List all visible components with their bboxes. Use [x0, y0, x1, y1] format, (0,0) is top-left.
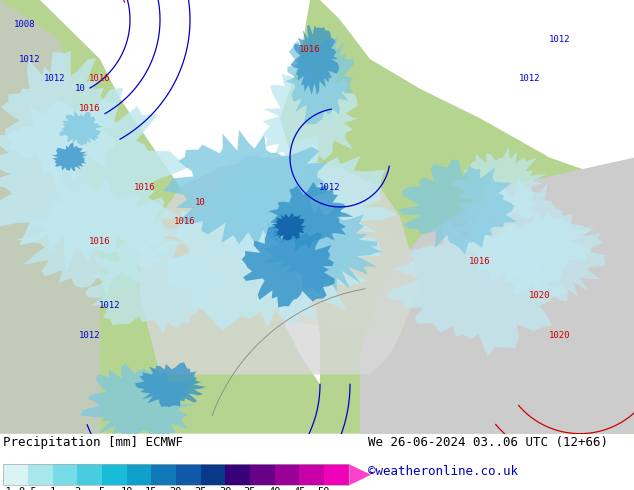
Text: 1012: 1012 [79, 331, 101, 340]
Polygon shape [349, 464, 371, 486]
Text: 20: 20 [170, 487, 182, 490]
Text: 5: 5 [99, 487, 105, 490]
Text: 35: 35 [243, 487, 256, 490]
Text: 1012: 1012 [549, 35, 571, 44]
Polygon shape [385, 214, 566, 356]
Text: 0.1: 0.1 [0, 487, 13, 490]
Polygon shape [166, 173, 380, 330]
Polygon shape [240, 207, 420, 335]
Text: 45: 45 [293, 487, 306, 490]
Polygon shape [268, 182, 353, 251]
Polygon shape [0, 0, 100, 434]
Text: 1016: 1016 [299, 45, 321, 54]
Polygon shape [0, 88, 190, 271]
Text: 1012: 1012 [44, 74, 66, 83]
Bar [275, 464, 299, 486]
Polygon shape [490, 209, 611, 301]
Text: 2: 2 [74, 487, 81, 490]
Bar [53, 464, 77, 486]
Text: 1016: 1016 [469, 257, 491, 266]
Text: 1: 1 [49, 487, 56, 490]
Polygon shape [453, 175, 594, 298]
Bar [102, 464, 127, 486]
Polygon shape [85, 240, 221, 334]
Text: 25: 25 [195, 487, 207, 490]
Text: 1016: 1016 [79, 104, 101, 113]
Text: 1012: 1012 [19, 54, 41, 64]
Polygon shape [135, 362, 206, 407]
Text: 1012: 1012 [320, 183, 340, 192]
Polygon shape [51, 143, 87, 171]
Bar [3, 464, 349, 486]
Text: 30: 30 [219, 487, 231, 490]
Polygon shape [398, 159, 517, 254]
Polygon shape [242, 226, 335, 308]
Text: 1016: 1016 [89, 237, 111, 246]
Polygon shape [60, 110, 103, 146]
Text: We 26-06-2024 03..06 UTC (12+66): We 26-06-2024 03..06 UTC (12+66) [368, 437, 608, 449]
Polygon shape [280, 0, 634, 434]
Polygon shape [211, 135, 397, 270]
Polygon shape [285, 37, 354, 124]
Bar [250, 464, 275, 486]
Text: 1016: 1016 [134, 183, 156, 192]
Bar [152, 464, 176, 486]
Bar [127, 464, 152, 486]
Bar [324, 464, 349, 486]
Text: 1016: 1016 [89, 74, 111, 83]
Text: ©weatheronline.co.uk: ©weatheronline.co.uk [368, 465, 518, 478]
Text: Precipitation [mm] ECMWF: Precipitation [mm] ECMWF [3, 437, 183, 449]
Polygon shape [80, 363, 196, 444]
Polygon shape [290, 25, 339, 95]
Polygon shape [0, 0, 320, 434]
Bar [28, 464, 53, 486]
Polygon shape [262, 202, 382, 295]
Text: 10: 10 [75, 84, 86, 93]
Text: 1008: 1008 [14, 20, 36, 29]
Text: 1012: 1012 [519, 74, 541, 83]
Text: 50: 50 [318, 487, 330, 490]
Text: 10: 10 [120, 487, 133, 490]
Text: 10: 10 [195, 197, 205, 207]
Text: 15: 15 [145, 487, 157, 490]
Text: 1020: 1020 [549, 331, 571, 340]
Polygon shape [271, 213, 307, 241]
Text: 1016: 1016 [174, 217, 196, 226]
Text: 1012: 1012 [100, 301, 120, 310]
Bar [77, 464, 102, 486]
Polygon shape [16, 176, 184, 294]
Polygon shape [1, 51, 119, 190]
Bar [225, 464, 250, 486]
Polygon shape [262, 64, 359, 176]
Text: 0.5: 0.5 [18, 487, 37, 490]
Text: 40: 40 [268, 487, 281, 490]
Bar [176, 464, 200, 486]
Bar [200, 464, 225, 486]
Bar [299, 464, 324, 486]
Polygon shape [360, 158, 634, 434]
Text: 1020: 1020 [529, 291, 551, 300]
Bar [3, 464, 28, 486]
Polygon shape [163, 130, 329, 246]
Polygon shape [140, 158, 420, 374]
Polygon shape [451, 147, 547, 227]
